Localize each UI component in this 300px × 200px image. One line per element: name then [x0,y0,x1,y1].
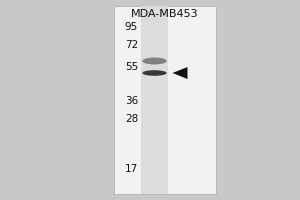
Ellipse shape [142,58,167,64]
Text: 28: 28 [125,114,138,124]
Ellipse shape [142,70,167,76]
Text: 72: 72 [125,40,138,50]
Text: 95: 95 [125,22,138,32]
Text: 36: 36 [125,96,138,106]
Polygon shape [172,67,188,79]
Bar [141,6,168,194]
Text: MDA-MB453: MDA-MB453 [131,9,199,19]
Bar [114,6,216,194]
Text: 55: 55 [125,62,138,72]
Text: 17: 17 [125,164,138,174]
